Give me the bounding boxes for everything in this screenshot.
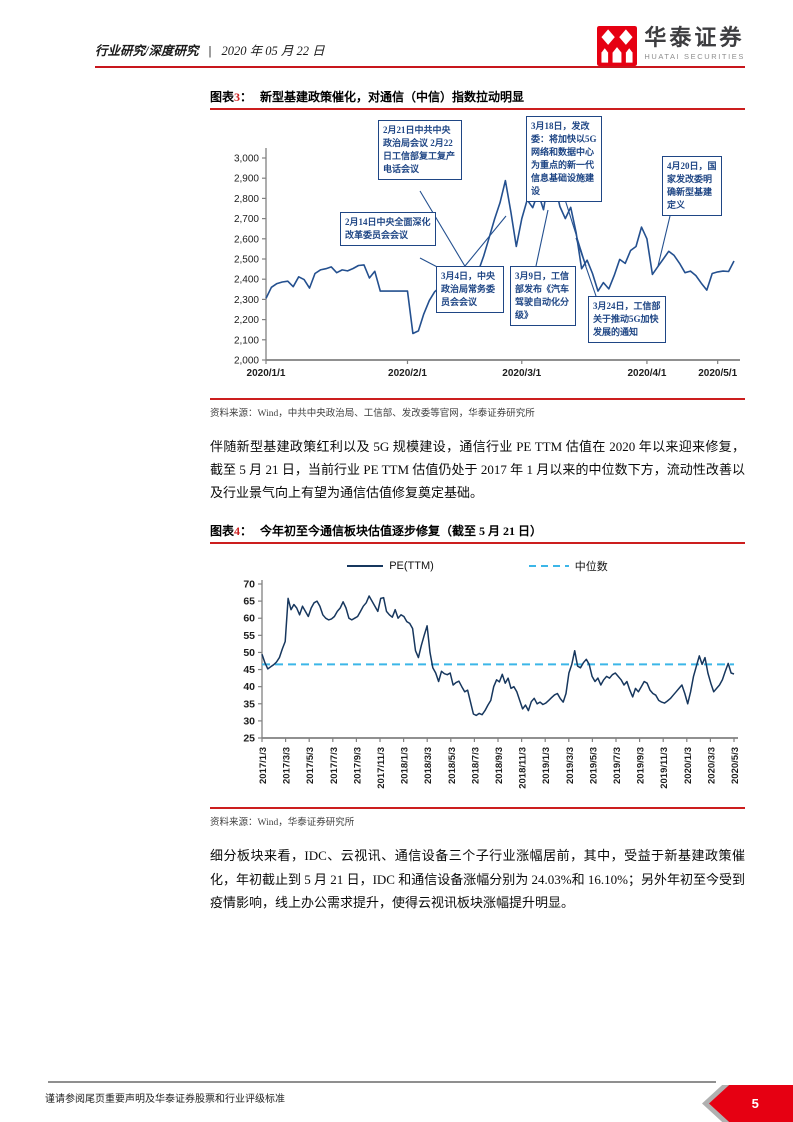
svg-text:2,900: 2,900 (234, 174, 259, 185)
footer-divider-line (48, 1081, 716, 1083)
svg-text:2017/11/3: 2017/11/3 (376, 747, 387, 789)
figure4-label-number: 4 (234, 524, 241, 539)
svg-text:40: 40 (243, 682, 255, 694)
svg-text:2017/5/3: 2017/5/3 (305, 747, 316, 784)
legend-median-label: 中位数 (574, 561, 608, 574)
svg-text:2019/9/3: 2019/9/3 (636, 747, 647, 784)
svg-text:2019/1/3: 2019/1/3 (541, 747, 552, 784)
huatai-logo-icon (597, 26, 638, 66)
svg-text:2018/7/3: 2018/7/3 (470, 747, 481, 784)
svg-text:2019/3/3: 2019/3/3 (565, 747, 576, 784)
badge-shape (709, 1085, 793, 1122)
svg-text:2020/5/1: 2020/5/1 (698, 368, 737, 379)
svg-text:25: 25 (243, 733, 255, 745)
svg-text:2,800: 2,800 (234, 194, 259, 205)
policy-annotation-callout: 2月21日中共中央政治局会议 2月22日工信部复工复产电话会议 (378, 120, 462, 181)
policy-annotation-callout: 3月18日，发改委：将加快以5G网络和数据中心为重点的新一代信息基础设施建设 (526, 116, 602, 203)
svg-text:60: 60 (243, 613, 255, 625)
svg-text:2017/1/3: 2017/1/3 (258, 747, 269, 784)
policy-annotation-callout: 3月4日，中央政治局常务委员会会议 (436, 266, 504, 314)
paragraph-2: 细分板块来看，IDC、云视讯、通信设备三个子行业涨幅居前，其中，受益于新基建政策… (210, 848, 745, 910)
figure3-label-colon: ： (240, 90, 253, 104)
legend-pe-ttm: PE(TTM) (347, 560, 434, 572)
svg-text:2,400: 2,400 (234, 275, 259, 286)
svg-text:2018/9/3: 2018/9/3 (494, 747, 505, 784)
figure4-label-prefix: 图表 (210, 524, 235, 539)
figure3-title-text: 新型基建政策催化，对通信（中信）指数拉动明显 (260, 90, 525, 104)
header-divider: | (208, 44, 212, 58)
dashed-line-sample (528, 565, 569, 568)
huatai-logo: 华泰证券 HUATAI SECURITIES (597, 25, 745, 66)
report-content: 图表3： 新型基建政策催化，对通信（中信）指数拉动明显 2,000 2,100 2,2… (210, 88, 745, 914)
svg-text:45: 45 (243, 664, 255, 676)
svg-text:2018/11/3: 2018/11/3 (518, 747, 529, 789)
figure3-title: 图表3： 新型基建政策催化，对通信（中信）指数拉动明显 (210, 88, 745, 110)
svg-text:2020/3/1: 2020/3/1 (502, 368, 541, 379)
figure4-title: 图表4： 今年初至今通信板块估值逐步修复（截至 5 月 21 日） (210, 522, 745, 545)
figure4-title-text: 今年初至今通信板块估值逐步修复（截至 5 月 21 日） (260, 524, 543, 539)
svg-text:65: 65 (243, 596, 255, 608)
report-header: 行业研究/深度研究 | 2020 年 05 月 22 日 (95, 40, 745, 68)
legend-median: 中位数 (528, 558, 608, 574)
figure4-legend: PE(TTM) 中位数 (210, 558, 745, 574)
svg-text:2020/4/1: 2020/4/1 (627, 368, 666, 379)
svg-text:2017/3/3: 2017/3/3 (282, 747, 293, 784)
paragraph-1: 伴随新型基建政策红利以及 5G 规模建设，通信行业 PE TTM 估值在 202… (210, 439, 745, 501)
svg-text:2020/3/3: 2020/3/3 (706, 747, 717, 784)
legend-pe-label: PE(TTM) (389, 560, 434, 573)
policy-annotation-callout: 4月20日，国家发改委明确新型基建定义 (662, 156, 722, 217)
figure3-label-number: 3 (234, 90, 241, 104)
huatai-logo-text: 华泰证券 HUATAI SECURITIES (644, 25, 745, 62)
svg-text:2018/3/3: 2018/3/3 (423, 747, 434, 784)
pe-ttm-line-chart: 25 30 35 40 45 50 55 60 65 70 2017/1/3 2017/3/3 2017… (243, 579, 741, 789)
svg-text:2019/11/3: 2019/11/3 (659, 747, 670, 789)
svg-text:3,000: 3,000 (234, 154, 259, 165)
brand-name-en: HUATAI SECURITIES (644, 52, 745, 62)
page-number: 5 (751, 1095, 759, 1111)
figure3-source: 资料来源：Wind，中共中央政治局、工信部、发改委等官网，华泰证券研究所 (210, 398, 745, 419)
solid-line-sample (347, 565, 384, 568)
svg-text:2,100: 2,100 (234, 335, 259, 346)
figure3-chart: 2,000 2,100 2,200 2,300 2,400 2,500 2,600 2,700… (210, 116, 745, 390)
report-category: 行业研究/深度研究 (95, 44, 199, 58)
figure4-chart: 25 30 35 40 45 50 55 60 65 70 2017/1/3 2017/3/3 2017… (210, 576, 745, 805)
figure4-label-colon: ： (240, 524, 253, 539)
svg-text:2018/1/3: 2018/1/3 (400, 747, 411, 784)
svg-text:2,000: 2,000 (234, 356, 259, 367)
policy-annotation-callout: 3月24日，工信部关于推动5G加快发展的通知 (588, 296, 666, 344)
svg-text:2,200: 2,200 (234, 315, 259, 326)
figure4-source: 资料来源：Wind，华泰证券研究所 (210, 807, 745, 828)
svg-text:2017/9/3: 2017/9/3 (352, 747, 363, 784)
policy-annotation-callout: 2月14日中央全面深化改革委员会会议 (340, 212, 436, 247)
svg-text:70: 70 (243, 579, 255, 591)
figure3-label-prefix: 图表 (210, 90, 235, 104)
svg-text:2020/5/3: 2020/5/3 (730, 747, 741, 784)
report-date: 2020 年 05 月 22 日 (221, 44, 325, 58)
svg-text:55: 55 (243, 630, 255, 642)
brand-name-cn: 华泰证券 (644, 25, 745, 50)
footer-disclaimer: 谨请参阅尾页重要声明及华泰证券股票和行业评级标准 (45, 1094, 285, 1105)
svg-text:2,300: 2,300 (234, 295, 259, 306)
svg-text:2020/1/3: 2020/1/3 (683, 747, 694, 784)
svg-text:2019/7/3: 2019/7/3 (612, 747, 623, 784)
policy-annotation-callout: 3月9日，工信部发布《汽车驾驶自动化分级》 (510, 266, 576, 327)
page-number-badge: 5 (702, 1085, 793, 1122)
svg-text:2,700: 2,700 (234, 214, 259, 225)
svg-text:2017/7/3: 2017/7/3 (329, 747, 340, 784)
svg-text:2,600: 2,600 (234, 234, 259, 245)
svg-text:2018/5/3: 2018/5/3 (447, 747, 458, 784)
svg-text:2019/5/3: 2019/5/3 (588, 747, 599, 784)
svg-text:30: 30 (243, 716, 255, 728)
svg-text:50: 50 (243, 647, 255, 659)
index-line-chart: 2,000 2,100 2,200 2,300 2,400 2,500 2,600 2,700… (234, 148, 740, 379)
svg-text:2,500: 2,500 (234, 255, 259, 266)
svg-text:2020/1/1: 2020/1/1 (247, 368, 286, 379)
svg-text:35: 35 (243, 699, 255, 711)
svg-text:2020/2/1: 2020/2/1 (388, 368, 427, 379)
